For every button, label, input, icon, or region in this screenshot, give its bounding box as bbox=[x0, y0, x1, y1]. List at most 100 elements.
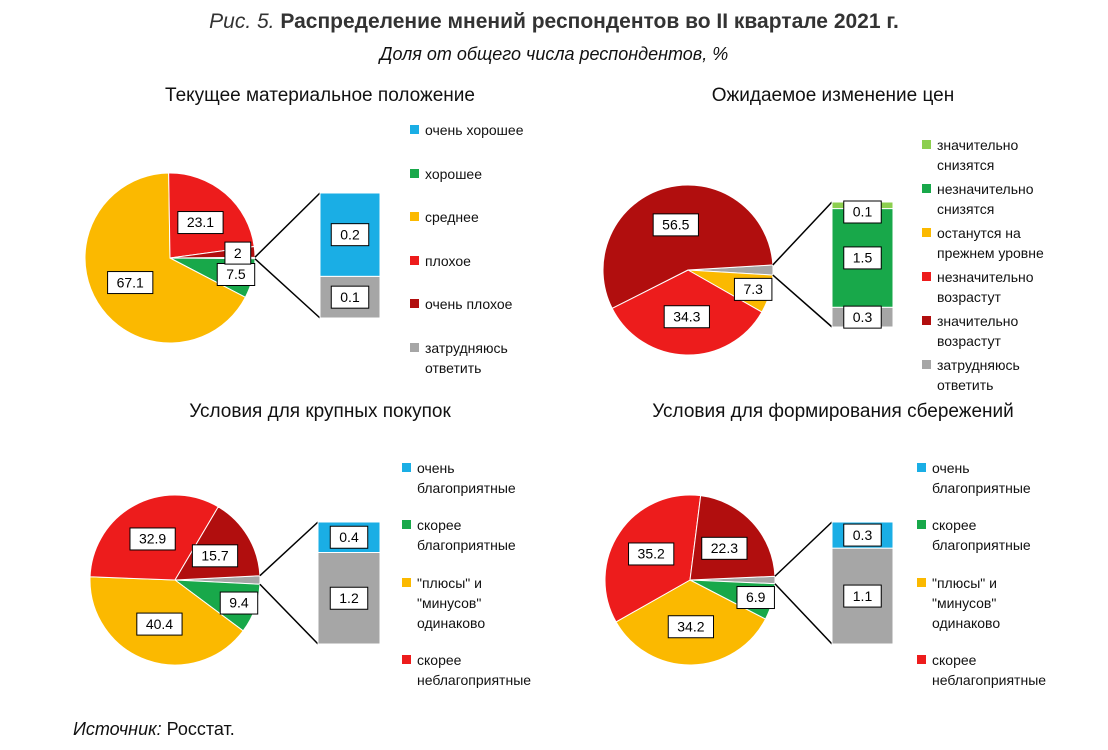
legend-swatch bbox=[402, 654, 411, 664]
source-text: Росстат. bbox=[166, 719, 235, 739]
data-label-box bbox=[736, 586, 775, 610]
data-label: 34.3 bbox=[673, 308, 700, 324]
legend-label: "плюсы" и "минусов" одинаково bbox=[932, 574, 1001, 631]
data-label-box bbox=[843, 523, 882, 547]
legend-label: незначительно снизятся bbox=[937, 181, 1034, 217]
legend-label: останутся на прежнем уровне bbox=[937, 225, 1044, 261]
legend-item: плохое bbox=[410, 251, 550, 271]
data-label: 22.3 bbox=[711, 540, 738, 556]
legend-swatch bbox=[410, 212, 419, 222]
legend-swatch bbox=[410, 255, 419, 265]
legend-item: очень хорошее bbox=[410, 120, 550, 140]
legend-item: скорее неблагоприятные bbox=[917, 650, 1057, 690]
legend-swatch bbox=[922, 316, 931, 325]
legend-item: незначительно возрастут bbox=[922, 267, 1062, 307]
data-label-box bbox=[129, 527, 176, 551]
connector bbox=[259, 583, 319, 645]
data-label-box bbox=[663, 305, 710, 329]
legend-swatch bbox=[922, 140, 931, 149]
data-label: 0.1 bbox=[340, 289, 360, 305]
legend-swatch bbox=[402, 463, 411, 472]
legend-swatch bbox=[410, 168, 419, 178]
data-label: 56.5 bbox=[662, 217, 689, 233]
legend-item: "плюсы" и "минусов" одинаково bbox=[917, 573, 1057, 633]
legend-swatch bbox=[922, 228, 931, 237]
legend-item: значительно возрастут bbox=[922, 311, 1062, 351]
data-label-box bbox=[329, 525, 369, 549]
legend-label: "плюсы" и "минусов" одинаково bbox=[417, 574, 486, 631]
data-label-box bbox=[733, 277, 773, 301]
data-label: 0.2 bbox=[340, 226, 360, 242]
data-label-box bbox=[330, 223, 370, 247]
data-label-box bbox=[843, 584, 882, 608]
data-label: 1.2 bbox=[339, 590, 359, 606]
pie-slice bbox=[602, 184, 774, 310]
legend: очень благоприятные скорее благоприятные "… bbox=[402, 458, 542, 690]
chart-title: Ожидаемое изменение цен bbox=[711, 85, 955, 106]
legend-item: затрудняюсь ответить bbox=[410, 338, 550, 378]
legend-label: скорее благоприятные bbox=[417, 517, 516, 554]
legend-swatch bbox=[917, 577, 926, 587]
data-label: 1.1 bbox=[853, 588, 873, 604]
legend-swatch bbox=[922, 184, 931, 193]
source: Источник: Росстат. bbox=[73, 719, 235, 740]
data-label: 35.2 bbox=[638, 546, 665, 562]
data-label-box bbox=[701, 536, 748, 560]
legend-label: плохое bbox=[425, 252, 471, 269]
legend-item: очень плохое bbox=[410, 294, 550, 314]
data-label: 15.7 bbox=[201, 548, 228, 564]
data-label-box bbox=[628, 542, 675, 566]
data-label-box bbox=[843, 246, 882, 270]
legend-swatch bbox=[410, 125, 419, 134]
legend-label: скорее неблагоприятные bbox=[417, 651, 532, 688]
data-label-box bbox=[667, 615, 715, 639]
connector bbox=[772, 201, 833, 266]
data-label: 7.3 bbox=[743, 281, 763, 297]
legend-label: очень благоприятные bbox=[932, 460, 1031, 496]
connector bbox=[774, 521, 833, 577]
data-label: 9.4 bbox=[229, 595, 249, 611]
legend-item: затрудняюсь ответить bbox=[922, 355, 1062, 395]
data-label: 67.1 bbox=[117, 274, 144, 290]
data-label-box bbox=[329, 586, 369, 610]
legend: значительно снизятся незначительно снизят… bbox=[922, 135, 1062, 395]
data-label-box bbox=[224, 241, 252, 265]
legend-swatch bbox=[402, 577, 411, 587]
source-label: Источник: bbox=[73, 719, 162, 739]
legend-item: среднее bbox=[410, 207, 550, 227]
legend-item: значительно снизятся bbox=[922, 135, 1062, 175]
legend-swatch bbox=[410, 299, 419, 309]
legend-swatch bbox=[402, 520, 411, 530]
data-label: 32.9 bbox=[139, 531, 166, 547]
data-label: 0.3 bbox=[853, 527, 873, 543]
data-label-box bbox=[136, 612, 183, 636]
data-label: 7.5 bbox=[226, 266, 246, 282]
figure-title: Рис. 5. Распределение мнений респонденто… bbox=[0, 10, 1108, 34]
chart-title: Текущее материальное положение bbox=[165, 85, 475, 106]
pie-slice bbox=[84, 172, 247, 344]
figure-number: Рис. 5. bbox=[209, 10, 275, 33]
data-label: 23.1 bbox=[187, 214, 214, 230]
legend-item: очень благоприятные bbox=[402, 458, 542, 498]
data-label: 1.5 bbox=[853, 250, 873, 266]
legend-label: очень хорошее bbox=[425, 122, 524, 138]
figure-subtitle: Доля от общего числа респондентов, % bbox=[379, 44, 729, 64]
legend-label: значительно возрастут bbox=[937, 313, 1019, 349]
legend-swatch bbox=[917, 463, 926, 472]
legend-label: хорошее bbox=[425, 165, 483, 182]
legend-label: затрудняюсь ответить bbox=[937, 357, 1020, 393]
data-label-box bbox=[843, 305, 882, 329]
data-label: 0.3 bbox=[853, 309, 873, 325]
connector bbox=[772, 274, 833, 328]
connector bbox=[254, 258, 321, 319]
figure-heading: Распределение мнений респондентов во II … bbox=[280, 10, 899, 33]
legend-item: хорошее bbox=[410, 164, 550, 184]
chart-title: Условия для формирования сбережений bbox=[652, 401, 1014, 422]
data-label: 6.9 bbox=[746, 589, 766, 605]
data-label-box bbox=[843, 200, 882, 224]
connector bbox=[259, 521, 319, 577]
legend-item: очень благоприятные bbox=[917, 458, 1057, 498]
legend-item: скорее неблагоприятные bbox=[402, 650, 542, 690]
